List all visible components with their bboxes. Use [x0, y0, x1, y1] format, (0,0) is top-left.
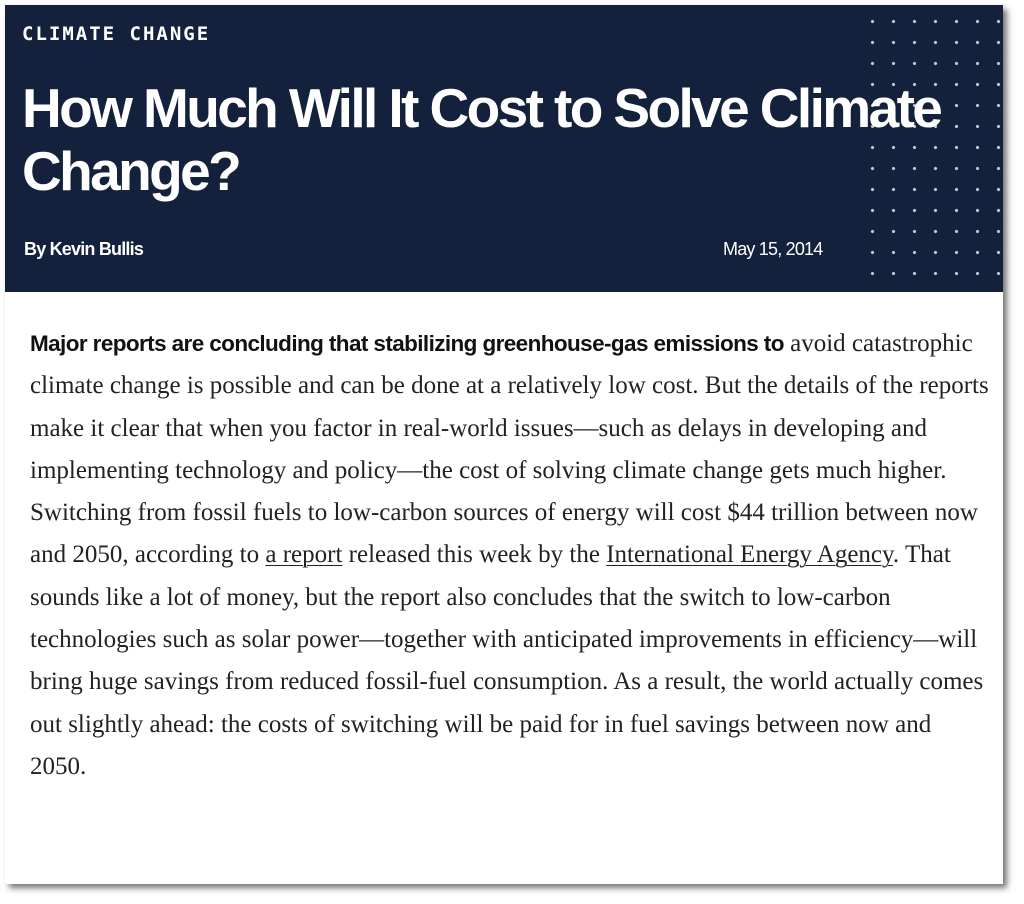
article-body: Major reports are concluding that stabil…	[30, 323, 990, 788]
publish-date: May 15, 2014	[723, 239, 823, 259]
dot-grid-pattern-icon	[860, 5, 1003, 292]
iea-link[interactable]: International Energy Agency	[606, 541, 893, 569]
article-title: How Much Will It Cost to Solve Climate C…	[22, 77, 943, 202]
author-byline[interactable]: By Kevin Bullis	[24, 239, 144, 259]
report-link[interactable]: a report	[265, 541, 343, 569]
article-screenshot-frame: CLIMATE CHANGE How Much Will It Cost to …	[5, 5, 1003, 884]
article-header: CLIMATE CHANGE How Much Will It Cost to …	[5, 5, 1003, 292]
section-label[interactable]: CLIMATE CHANGE	[22, 23, 211, 45]
article-text: avoid catastrophic climate change is pos…	[30, 330, 989, 569]
article-text: . That sounds like a lot of money, but t…	[30, 541, 984, 780]
article-lead: Major reports are concluding that stabil…	[30, 331, 784, 356]
article-text: released this week by the	[342, 541, 607, 569]
